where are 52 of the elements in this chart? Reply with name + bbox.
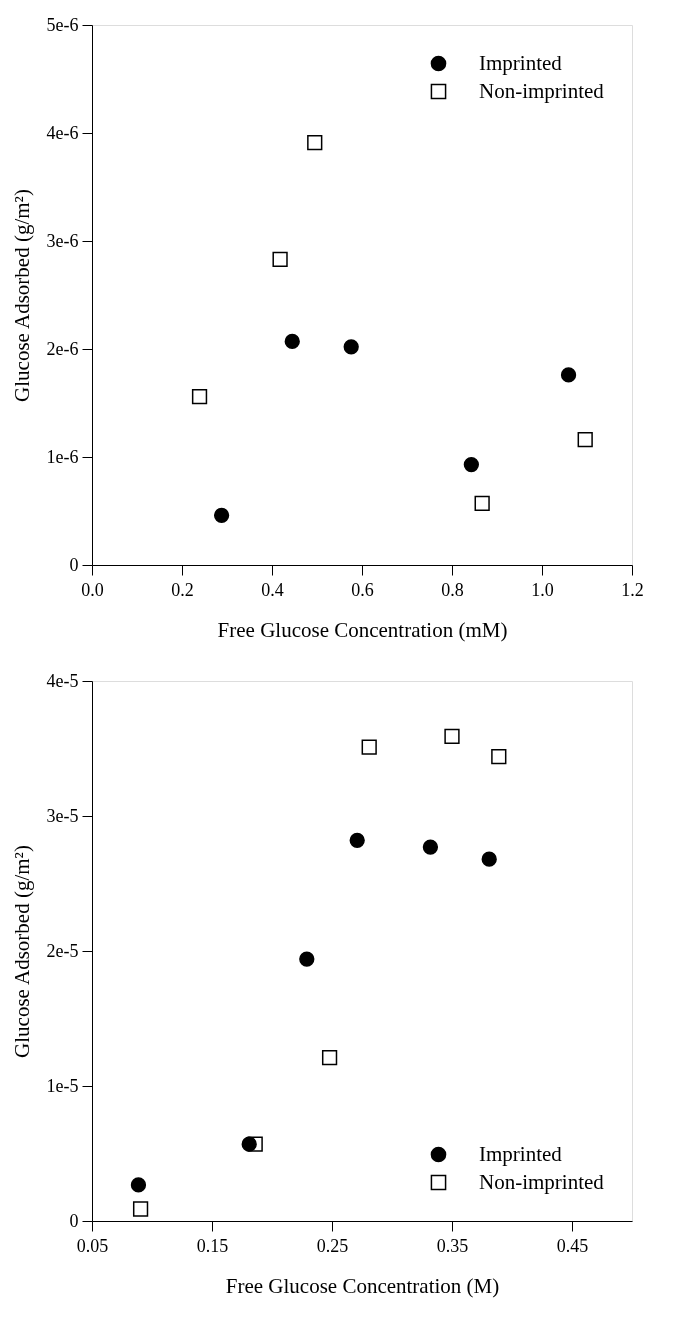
x-tick-label: 0.2 (171, 579, 194, 600)
y-tick-label: 1e-5 (46, 1075, 79, 1096)
point (213, 507, 230, 523)
point (361, 739, 377, 755)
y-tick-label: 3e-5 (46, 805, 79, 826)
point (132, 1201, 149, 1217)
y-tick-label: 2e-5 (46, 940, 79, 961)
x-tick-label: 0.0 (81, 579, 104, 600)
x-tick-label: 0.45 (556, 1235, 589, 1256)
point (444, 728, 460, 744)
point (272, 251, 288, 267)
y-axis-title: Glucose Adsorbed (g/m²) (9, 845, 34, 1058)
y-axis-title: Glucose Adsorbed (g/m²) (9, 189, 34, 402)
point (560, 367, 577, 383)
legend-label: Imprinted (479, 1141, 563, 1166)
x-tick-label: 0.8 (441, 579, 464, 600)
y-tick-label: 4e-5 (46, 670, 79, 691)
point (299, 951, 315, 967)
point (247, 1136, 263, 1152)
legend-label: Imprinted (479, 50, 563, 75)
x-axis-title: Free Glucose Concentration (mM) (217, 617, 508, 642)
x-tick-label: 1.0 (531, 579, 554, 600)
point (284, 333, 300, 350)
point (321, 1050, 338, 1066)
x-tick-label: 0.15 (196, 1235, 229, 1256)
point (481, 851, 497, 867)
x-tick-label: 0.05 (76, 1235, 109, 1256)
x-tick-label: 0.35 (436, 1235, 469, 1256)
x-axis-title: Free Glucose Concentration (M) (225, 1273, 500, 1298)
point (191, 388, 208, 405)
x-tick-label: 0.25 (316, 1235, 349, 1256)
point (349, 832, 365, 848)
point (463, 456, 479, 473)
point (343, 339, 359, 355)
point (307, 135, 323, 151)
y-tick-label: 3e-6 (46, 230, 79, 251)
point (474, 495, 490, 512)
point (491, 748, 507, 765)
legend-label: Non-imprinted (479, 78, 605, 103)
x-tick-label: 1.2 (621, 579, 644, 600)
x-tick-label: 0.4 (261, 579, 284, 600)
y-tick-label: 2e-6 (46, 338, 79, 359)
point (130, 1177, 147, 1193)
y-tick-label: 0 (69, 554, 79, 575)
y-tick-label: 4e-6 (46, 122, 79, 143)
y-tick-label: 1e-6 (46, 446, 79, 467)
point (577, 432, 593, 448)
point (422, 839, 439, 855)
y-tick-label: 0 (69, 1210, 79, 1231)
x-tick-label: 0.6 (351, 579, 374, 600)
y-tick-label: 5e-6 (46, 14, 79, 35)
legend-label: Non-imprinted (479, 1169, 605, 1194)
